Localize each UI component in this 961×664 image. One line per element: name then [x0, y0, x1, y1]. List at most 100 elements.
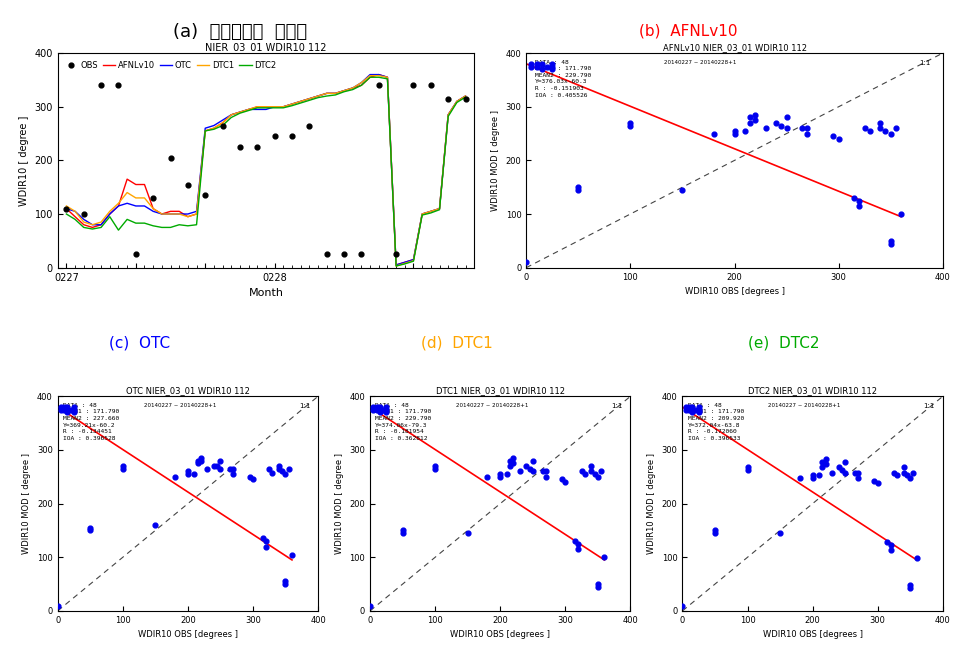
AFNLv10: [78, 220, 89, 228]
Point: [794, 123, 809, 133]
Point: [200, 463, 215, 474]
Point: [674, 185, 689, 195]
Y-axis label: WDIR10 [ degree ]: WDIR10 [ degree ]: [19, 115, 29, 206]
Point: [242, 471, 258, 482]
Point: [53, 402, 68, 412]
DTC1: [347, 84, 358, 92]
DTC2: [182, 222, 193, 230]
Point: [529, 61, 544, 72]
Point: [887, 123, 902, 133]
Point: [901, 580, 917, 590]
Text: 20140227 ~ 20140228+1: 20140227 ~ 20140228+1: [456, 403, 528, 408]
OTC: [61, 205, 72, 212]
OTC: [407, 256, 419, 264]
OBS: [406, 80, 421, 90]
Point: [365, 404, 381, 415]
OTC: [86, 220, 98, 228]
DTC1: [356, 78, 367, 86]
OTC: [442, 111, 454, 119]
DTC1: [251, 103, 262, 111]
OBS: [371, 80, 386, 90]
OTC: [304, 95, 315, 103]
OTC: [330, 90, 341, 98]
Point: [814, 462, 829, 473]
Point: [882, 128, 898, 139]
Point: [258, 536, 273, 546]
Point: [589, 471, 604, 482]
AFNLv10: [225, 111, 236, 119]
OBS: [266, 131, 282, 141]
DTC1: [338, 87, 350, 95]
OTC: [364, 70, 376, 78]
Point: [872, 123, 887, 133]
Point: [180, 469, 195, 479]
Point: [889, 470, 904, 481]
DTC1: [164, 210, 176, 218]
OBS: [302, 120, 317, 131]
DTC2: [390, 262, 402, 270]
Point: [83, 525, 98, 536]
DTC2: [164, 223, 176, 232]
Point: [895, 462, 910, 473]
Point: [505, 458, 521, 469]
Point: [850, 473, 865, 483]
OTC: [399, 258, 410, 266]
DTC2: [364, 73, 376, 81]
OTC: [173, 210, 185, 218]
DTC1: [69, 207, 81, 215]
Point: [570, 182, 585, 193]
OTC: [433, 205, 445, 212]
Point: [258, 541, 273, 552]
AFNLv10: [182, 212, 193, 220]
Text: DATA : 48
MEAN1 : 171.790
MEAN2 : 227.660
Y=369.21x-60.2
R : -0.134451
IOA : 0.3: DATA : 48 MEAN1 : 171.790 MEAN2 : 227.66…: [62, 403, 119, 441]
Point: [690, 402, 705, 412]
AFNLv10: [390, 261, 402, 269]
Point: [837, 467, 852, 478]
Point: [372, 402, 387, 412]
Point: [680, 404, 696, 415]
DTC2: [433, 206, 445, 214]
Point: [261, 463, 277, 474]
DTC1: [259, 103, 271, 111]
Point: [395, 528, 410, 539]
Y-axis label: WDIR10 MOD [ degree ]: WDIR10 MOD [ degree ]: [647, 453, 655, 554]
DTC1: [242, 106, 254, 114]
DTC2: [451, 98, 462, 106]
Point: [459, 528, 475, 539]
AFNLv10: [95, 220, 107, 228]
AFNLv10: [164, 207, 176, 215]
AFNLv10: [321, 90, 333, 98]
AFNLv10: [433, 205, 445, 212]
OBS: [128, 249, 143, 260]
DTC1: [321, 90, 333, 98]
Point: [850, 195, 866, 206]
OTC: [156, 210, 167, 218]
Point: [850, 201, 866, 211]
Point: [567, 536, 582, 546]
AFNLv10: [416, 210, 428, 218]
DTC2: [208, 125, 219, 133]
Point: [690, 404, 705, 415]
Point: [882, 238, 898, 249]
OTC: [234, 108, 245, 116]
Text: 20140227 ~ 20140228+1: 20140227 ~ 20140228+1: [768, 403, 840, 408]
Point: [274, 466, 289, 477]
AFNLv10: [286, 100, 298, 108]
Point: [209, 461, 225, 471]
Point: [212, 463, 228, 474]
Point: [678, 402, 693, 412]
Title: AFNLv10 NIER_03_01 WDIR10 112: AFNLv10 NIER_03_01 WDIR10 112: [662, 43, 805, 52]
Point: [66, 402, 82, 412]
OTC: [459, 92, 471, 100]
Point: [596, 552, 611, 562]
Point: [50, 600, 65, 611]
Point: [264, 467, 280, 478]
Point: [804, 470, 820, 481]
AFNLv10: [112, 202, 124, 210]
AFNLv10: [199, 127, 210, 135]
AFNLv10: [295, 98, 307, 106]
DTC2: [242, 106, 254, 114]
Point: [226, 469, 241, 479]
Point: [271, 463, 286, 474]
DTC1: [330, 90, 341, 98]
